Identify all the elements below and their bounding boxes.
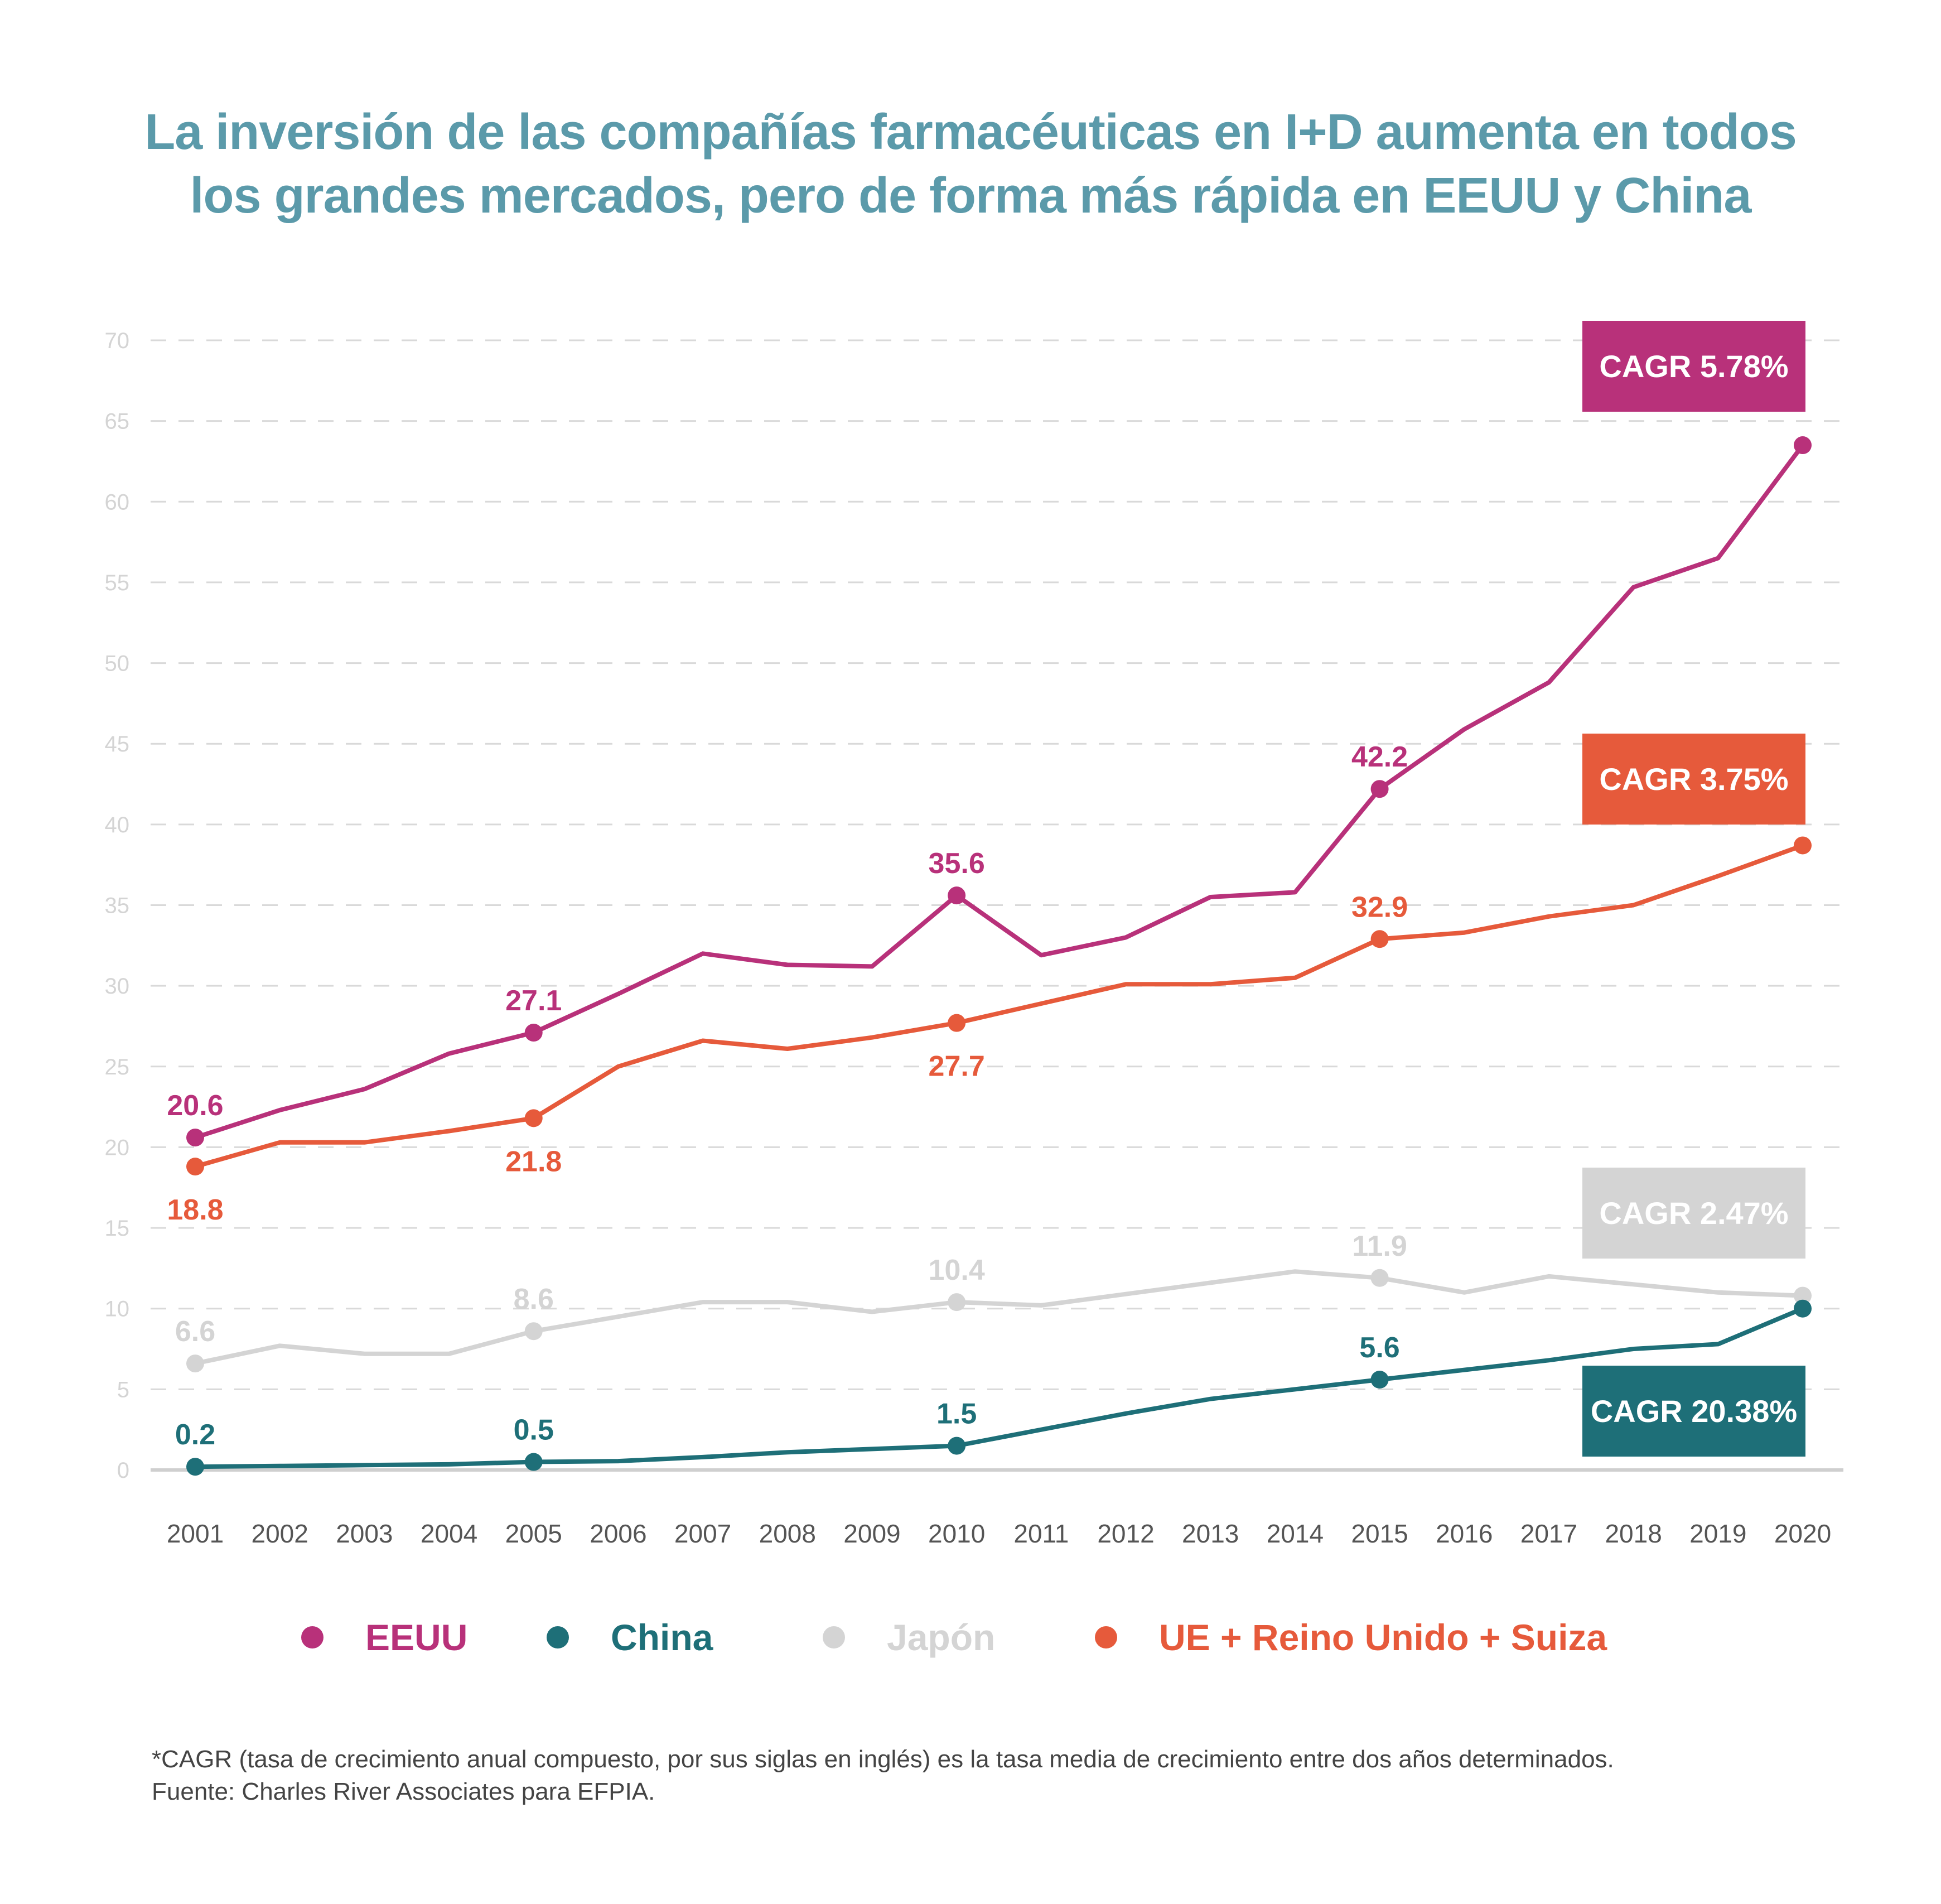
data-point: [186, 1355, 204, 1373]
y-tick-label: 0: [117, 1458, 129, 1483]
series-line: [194, 444, 1805, 1140]
data-point: [186, 1129, 204, 1147]
data-point: [1794, 1299, 1812, 1318]
x-tick-label: 2016: [1436, 1519, 1493, 1548]
data-label: 27.7: [929, 1050, 985, 1083]
data-point: [1370, 780, 1389, 798]
data-label: 18.8: [167, 1194, 223, 1226]
data-point: [948, 1014, 966, 1032]
data-label: 8.6: [514, 1283, 554, 1315]
series-line: [195, 1307, 1804, 1469]
x-tick-label: 2012: [1097, 1519, 1154, 1548]
y-tick-label: 35: [105, 894, 130, 918]
data-label: 42.2: [1351, 741, 1408, 773]
data-label: 10.4: [929, 1254, 985, 1286]
series-line: [194, 843, 1804, 1169]
data-label: 0.5: [514, 1414, 554, 1447]
legend-marker: [1095, 1626, 1117, 1648]
title-line-1: La inversión de las compañías farmacéuti…: [144, 104, 1797, 160]
x-tick-label: 2011: [1013, 1519, 1069, 1548]
cagr-label: CAGR 2.47%: [1599, 1196, 1788, 1231]
x-tick-label: 2003: [336, 1519, 393, 1548]
cagr-box: [1582, 734, 1805, 825]
cagr-label: CAGR 5.78%: [1599, 349, 1788, 384]
legend-label: China: [611, 1617, 714, 1658]
legend-label: UE + Reino Unido + Suiza: [1159, 1617, 1607, 1658]
y-tick-label: 50: [105, 652, 130, 676]
footnote: *CAGR (tasa de crecimiento anual compues…: [152, 1743, 1881, 1808]
x-tick-label: 2007: [674, 1519, 731, 1548]
legend-marker: [547, 1626, 569, 1648]
x-tick-label: 2020: [1774, 1519, 1831, 1548]
data-point: [948, 886, 966, 905]
x-tick-label: 2017: [1520, 1519, 1577, 1548]
data-label: 21.8: [505, 1145, 562, 1178]
y-tick-label: 15: [105, 1216, 130, 1241]
data-point: [1794, 836, 1812, 855]
data-label: 35.6: [929, 847, 985, 880]
data-label: 0.2: [175, 1419, 215, 1451]
x-tick-label: 2018: [1605, 1519, 1662, 1548]
x-tick-label: 2001: [167, 1519, 224, 1548]
x-tick-label: 2005: [505, 1519, 562, 1548]
legend-label: EEUU: [365, 1617, 467, 1658]
footnote-source: Fuente: Charles River Associates para EF…: [152, 1778, 655, 1805]
data-label: 11.9: [1352, 1230, 1407, 1262]
data-label: 20.6: [167, 1090, 223, 1122]
y-tick-label: 65: [105, 409, 130, 434]
cagr-label: CAGR 20.38%: [1591, 1394, 1797, 1429]
data-point: [524, 1453, 543, 1471]
cagr-box: [1582, 321, 1805, 412]
cagr-box: [1582, 1366, 1805, 1457]
cagr-label: CAGR 3.75%: [1599, 761, 1788, 797]
data-label: 6.6: [175, 1315, 215, 1348]
data-point: [1794, 436, 1812, 455]
y-tick-label: 70: [105, 329, 130, 353]
data-label: 1.5: [936, 1398, 977, 1430]
data-point: [948, 1437, 966, 1455]
x-tick-label: 2010: [928, 1519, 985, 1548]
y-tick-label: 25: [105, 1055, 130, 1079]
y-tick-label: 60: [105, 490, 130, 514]
y-tick-label: 20: [105, 1135, 130, 1160]
x-tick-label: 2006: [590, 1519, 646, 1548]
y-tick-label: 5: [117, 1377, 129, 1402]
x-tick-label: 2004: [421, 1519, 477, 1548]
data-point: [186, 1458, 204, 1476]
x-tick-label: 2002: [252, 1519, 308, 1548]
y-tick-label: 55: [105, 571, 130, 595]
legend-label: Japón: [887, 1617, 995, 1658]
data-label: 5.6: [1359, 1332, 1399, 1364]
y-tick-label: 45: [105, 732, 130, 756]
data-point: [1794, 1286, 1812, 1305]
data-point: [1370, 930, 1389, 948]
x-tick-label: 2015: [1351, 1519, 1408, 1548]
data-point: [948, 1293, 966, 1312]
x-tick-label: 2013: [1182, 1519, 1239, 1548]
series-line: [195, 1269, 1803, 1366]
legend-marker: [823, 1626, 845, 1648]
x-tick-label: 2008: [759, 1519, 816, 1548]
data-point: [186, 1158, 204, 1176]
y-tick-label: 10: [105, 1297, 130, 1322]
cagr-box: [1582, 1168, 1805, 1259]
title-line-2: los grandes mercados, pero de forma más …: [190, 168, 1752, 224]
footnote-cagr: *CAGR (tasa de crecimiento anual compues…: [152, 1746, 1614, 1773]
data-point: [1370, 1371, 1389, 1389]
data-label: 32.9: [1351, 891, 1408, 923]
data-point: [524, 1024, 543, 1042]
data-point: [524, 1109, 543, 1127]
x-tick-label: 2009: [843, 1519, 900, 1548]
y-tick-label: 40: [105, 813, 130, 837]
chart-title: La inversión de las compañías farmacéuti…: [0, 100, 1941, 228]
data-point: [524, 1322, 543, 1341]
x-tick-label: 2014: [1267, 1519, 1324, 1548]
data-label: 27.1: [505, 985, 562, 1017]
data-point: [1370, 1269, 1389, 1287]
x-tick-label: 2019: [1689, 1519, 1746, 1548]
legend-marker: [301, 1626, 324, 1648]
y-tick-label: 30: [105, 974, 130, 999]
